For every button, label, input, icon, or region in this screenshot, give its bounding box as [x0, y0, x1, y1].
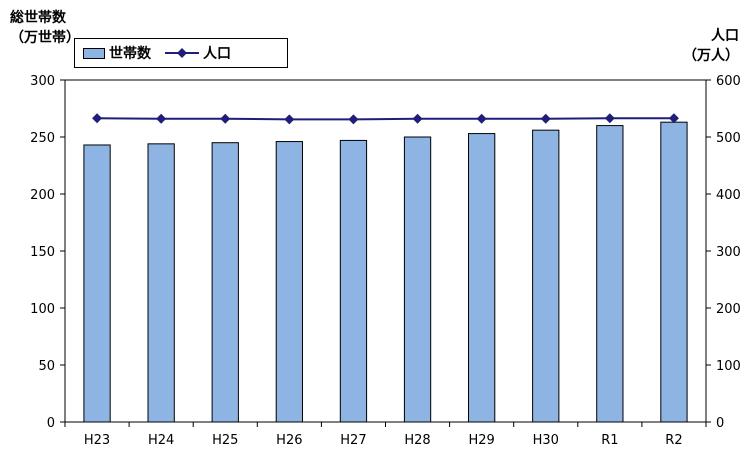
population-marker — [92, 113, 103, 124]
population-marker — [156, 113, 167, 124]
x-axis-tick-label: H28 — [404, 433, 430, 448]
right-axis-tick-label: 300 — [716, 245, 741, 260]
chart-legend: 世帯数 人口 — [74, 38, 288, 68]
x-axis-tick-label: H24 — [148, 433, 174, 448]
bar-households — [339, 139, 368, 423]
left-axis-title: 総世帯数 （万世帯） — [10, 8, 80, 48]
legend-line-swatch — [165, 48, 199, 58]
x-axis-tick-label: H30 — [533, 433, 559, 448]
legend-bar-swatch — [83, 47, 105, 59]
right-axis-title-line2: （万人） — [683, 48, 739, 64]
population-marker — [284, 114, 295, 125]
left-axis-tick-label: 150 — [30, 245, 55, 260]
left-axis-title-line1: 総世帯数 — [10, 10, 66, 26]
left-axis-tick-label: 300 — [30, 74, 55, 89]
x-axis-tick-label: H27 — [340, 433, 366, 448]
bar-households — [83, 144, 111, 423]
population-marker — [412, 113, 423, 124]
x-axis-tick-label: H26 — [276, 433, 302, 448]
population-line — [97, 117, 674, 121]
population-marker — [668, 113, 679, 124]
left-axis-tick-label: 0 — [47, 416, 55, 431]
left-axis-tick-label: 200 — [30, 188, 55, 203]
right-axis-tick-label: 400 — [716, 188, 741, 203]
right-axis-tick-label: 200 — [716, 302, 741, 317]
legend-label-population: 人口 — [203, 46, 231, 62]
left-axis-tick-label: 250 — [30, 131, 55, 146]
x-axis-tick-label: R1 — [601, 433, 618, 448]
x-axis-tick-label: R2 — [665, 433, 682, 448]
right-axis-tick-label: 100 — [716, 359, 741, 374]
population-marker — [604, 113, 615, 124]
legend-item-households: 世帯数 — [83, 43, 151, 63]
bar-households — [596, 125, 624, 423]
legend-label-households: 世帯数 — [109, 46, 151, 62]
bar-households — [275, 141, 303, 423]
right-axis-title-line1: 人口 — [711, 28, 739, 44]
x-axis-tick-label: H23 — [84, 433, 110, 448]
x-axis-tick-label: H29 — [468, 433, 494, 448]
population-marker — [220, 113, 231, 124]
legend-item-population: 人口 — [165, 43, 231, 63]
bar-households — [211, 142, 239, 423]
bar-households — [147, 143, 175, 423]
bar-households — [532, 129, 560, 423]
right-axis-title: 人口 （万人） — [683, 26, 739, 66]
x-axis-tick-label: H25 — [212, 433, 238, 448]
population-marker — [348, 114, 359, 125]
bar-households — [660, 121, 688, 423]
left-axis-tick-label: 50 — [38, 359, 55, 374]
population-marker — [540, 113, 551, 124]
right-axis-tick-label: 0 — [716, 416, 724, 431]
bar-households — [468, 133, 496, 423]
left-axis-tick-label: 100 — [30, 302, 55, 317]
right-axis-tick-label: 500 — [716, 131, 741, 146]
bar-households — [403, 136, 432, 423]
right-axis-tick-label: 600 — [716, 74, 741, 89]
left-axis-title-line2: （万世帯） — [10, 30, 80, 46]
population-marker — [476, 113, 487, 124]
